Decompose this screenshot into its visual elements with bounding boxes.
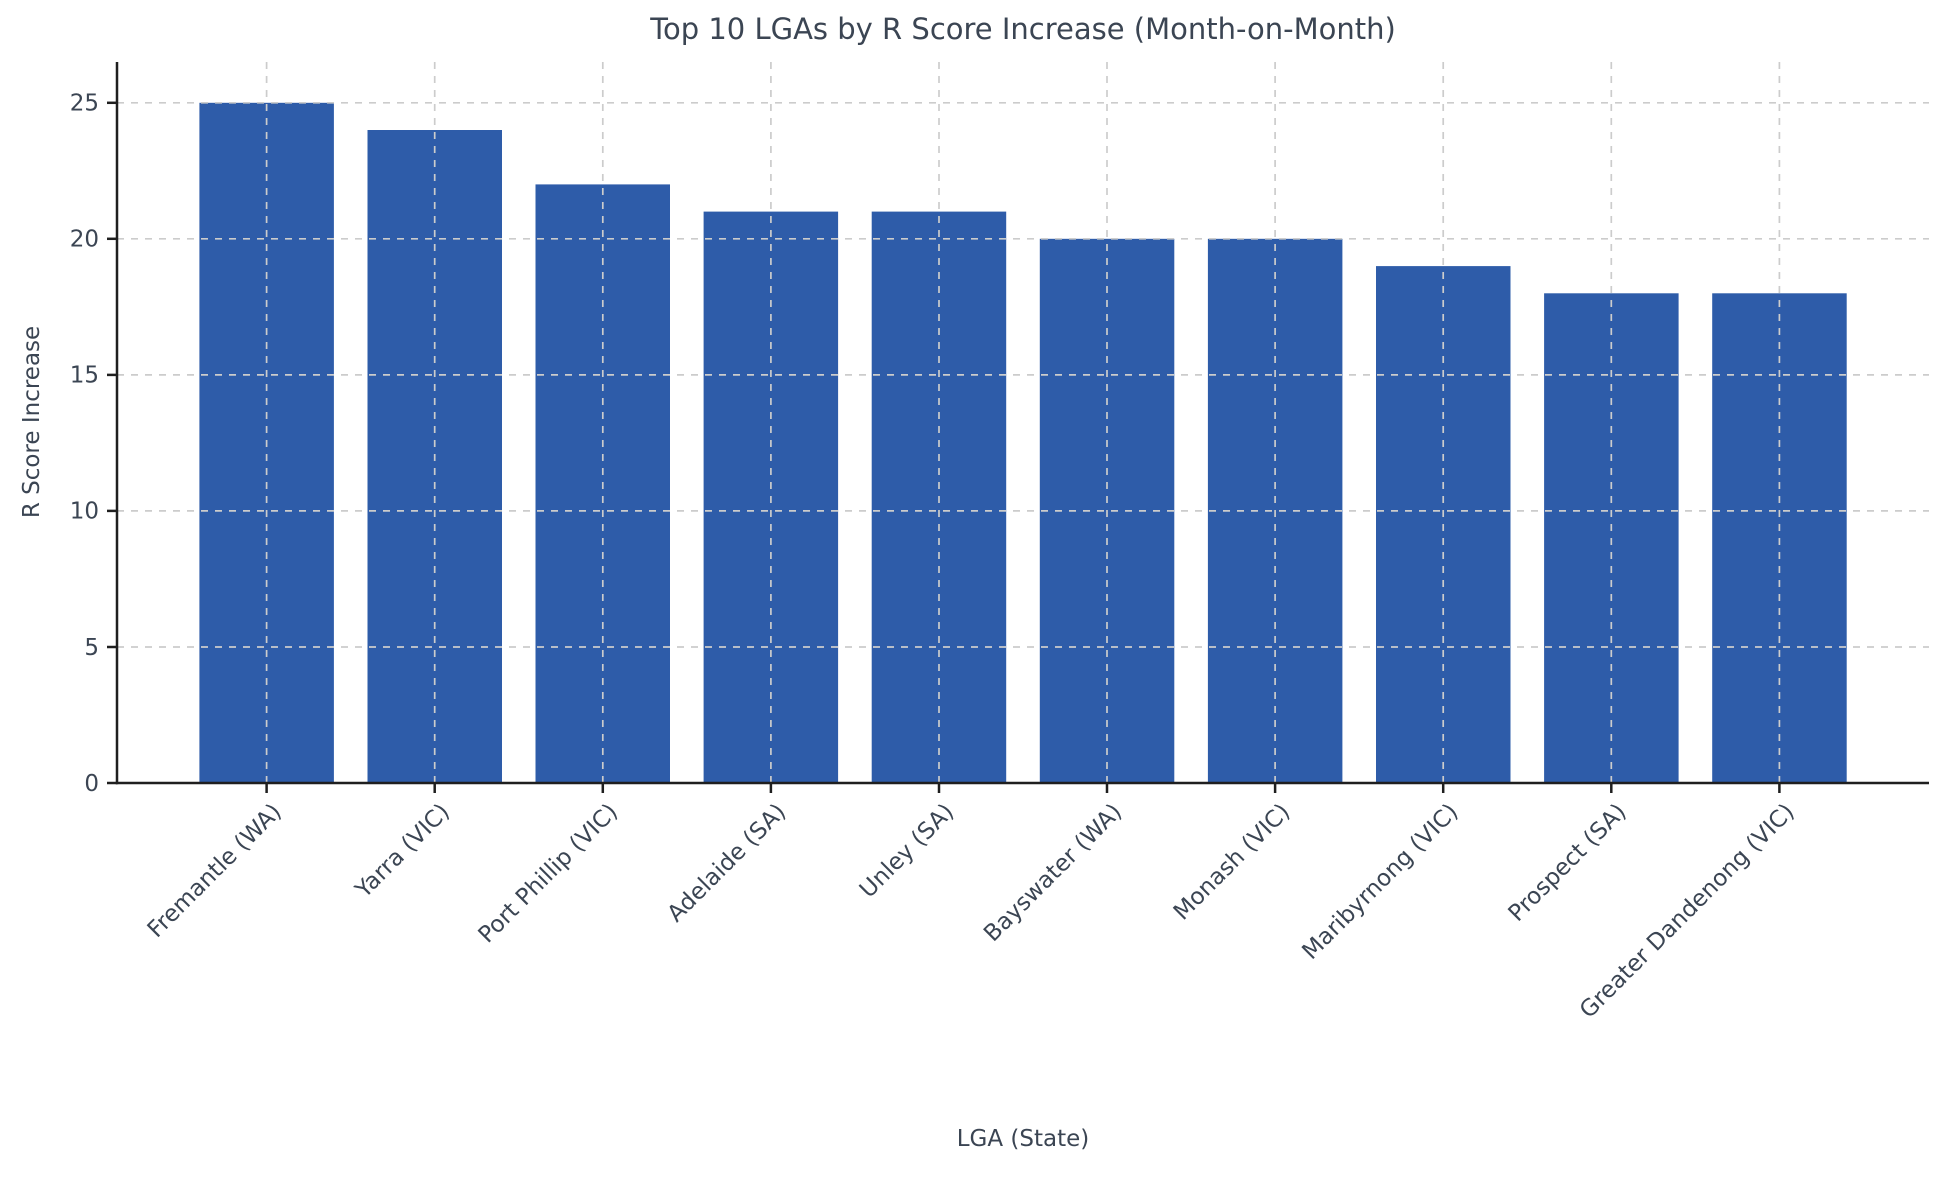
x-tick-label: Yarra (VIC) (350, 799, 455, 904)
x-tick-label: Fremantle (WA) (143, 799, 287, 943)
y-tick-label: 5 (84, 635, 99, 661)
y-tick-label: 25 (70, 91, 99, 117)
x-tick-label: Unley (SA) (855, 799, 959, 903)
x-axis-label: LGA (State) (956, 1126, 1090, 1152)
chart-title: Top 10 LGAs by R Score Increase (Month-o… (650, 12, 1396, 46)
y-tick-label: 0 (84, 771, 99, 797)
y-tick-label: 20 (70, 227, 99, 253)
x-tick-label: Monash (VIC) (1169, 799, 1296, 926)
x-tick-label: Maribyrnong (VIC) (1298, 799, 1464, 965)
x-tick-label: Bayswater (WA) (979, 799, 1127, 947)
x-tick-label: Prospect (SA) (1504, 799, 1632, 927)
y-tick-label: 15 (70, 363, 99, 389)
x-tick-label: Port Phillip (VIC) (474, 799, 623, 948)
y-tick-label: 10 (70, 499, 99, 525)
x-tick-label: Adelaide (SA) (663, 799, 792, 928)
